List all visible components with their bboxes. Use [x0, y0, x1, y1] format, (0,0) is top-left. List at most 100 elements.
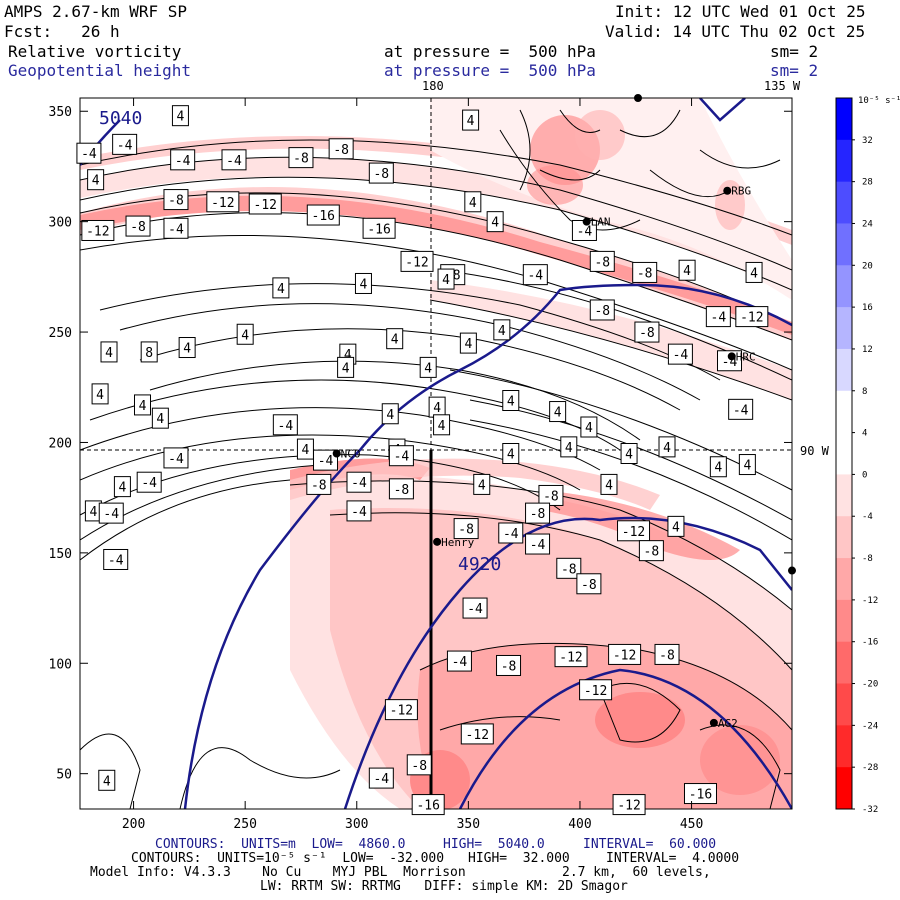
- station: RBG: [723, 185, 751, 198]
- contour-label-box: [163, 217, 189, 239]
- contour-label-box: [76, 142, 102, 164]
- station: [788, 566, 796, 575]
- contour-label-text: -4: [673, 348, 689, 363]
- x-tick-label: 350: [457, 817, 480, 832]
- contour-label-text: -12: [617, 799, 640, 814]
- contour-label-text: -8: [333, 143, 349, 158]
- contour-label-text: -4: [108, 553, 124, 568]
- contour-label-text: -4: [373, 772, 389, 787]
- colorbar-swatch: [836, 725, 852, 768]
- contour-label-text: 4: [344, 348, 352, 363]
- colorbar-tick-label: 20: [862, 261, 873, 271]
- contour-label-box: [178, 337, 196, 359]
- contour-label: 4: [745, 261, 763, 283]
- colorbar-swatch: [836, 181, 852, 224]
- contour-label-text: -4: [530, 538, 546, 553]
- contour-label-text: -8: [458, 523, 474, 538]
- contour-label-box: [140, 341, 158, 363]
- contour-label-text: 4: [139, 399, 147, 414]
- contour-label-text: -8: [637, 266, 653, 281]
- contour-label-text: 4: [96, 388, 104, 403]
- colorbar-swatch: [836, 558, 852, 601]
- contour-label-box: [459, 332, 477, 354]
- colorbar-swatch: [836, 98, 852, 141]
- contour-label: -4: [103, 548, 129, 570]
- contour-label-text: 4: [424, 361, 432, 376]
- contour-label-text: -12: [211, 196, 234, 211]
- y-tick-label: 250: [49, 326, 72, 341]
- contour-label-box: [705, 306, 731, 328]
- contour-label-box: [525, 502, 551, 524]
- contour-label: -4: [346, 500, 372, 522]
- contour-label-box: [560, 436, 578, 458]
- contour-label-box: [100, 341, 118, 363]
- colorbar-swatch: [836, 683, 852, 726]
- station-name: LAN: [591, 216, 611, 229]
- contour-label-text: 4: [342, 361, 350, 376]
- contour-label-box: [170, 149, 196, 171]
- station-dot: [788, 566, 796, 575]
- contour-label-text: 8: [145, 346, 153, 361]
- contour-label-text: 4: [585, 421, 593, 436]
- contour-label: -12: [735, 306, 769, 328]
- contour-label: -8: [288, 147, 314, 169]
- contour-label-text: -12: [559, 651, 582, 666]
- contour-label-text: 4: [498, 324, 506, 339]
- contour-label-box: [306, 204, 340, 226]
- contour-label-box: [151, 407, 169, 429]
- contour-label: 4: [473, 473, 491, 495]
- contour-label: 4: [580, 416, 598, 438]
- contour-label: 4: [437, 268, 455, 290]
- x-tick-label: 200: [122, 817, 145, 832]
- contour-label: -4: [667, 343, 693, 365]
- contour-label: -8: [654, 643, 680, 665]
- lat-label-90w: 90 W: [800, 444, 830, 458]
- contour-label-text: 4: [714, 461, 722, 476]
- colorbar-swatch: [836, 599, 852, 643]
- contour-label-text: -8: [394, 483, 410, 498]
- station-dot: [709, 718, 718, 727]
- contour-label: 4: [337, 356, 355, 378]
- model-title: AMPS 2.67-km WRF SP: [4, 2, 188, 21]
- vorticity-cell: [527, 165, 583, 205]
- contour-label-text: -4: [226, 154, 242, 169]
- colorbar-tick-label: -20: [862, 680, 878, 690]
- contour-label-box: [98, 502, 124, 524]
- contour-label-text: -8: [130, 220, 146, 235]
- vorticity-cell: [595, 692, 685, 748]
- contour-label: 4: [419, 356, 437, 378]
- colorbar-swatch: [836, 432, 852, 475]
- height-label-4920: 4920: [458, 554, 501, 575]
- contour-label-text: -8: [561, 562, 577, 577]
- contour-label-text: 4: [103, 774, 111, 789]
- contour-label: -4: [163, 217, 189, 239]
- contour-label-box: [112, 133, 138, 155]
- station-dot: [727, 352, 736, 361]
- contour-label-text: -4: [103, 507, 119, 522]
- contour-label-text: 4: [743, 459, 751, 474]
- contour-label-box: [437, 268, 455, 290]
- contour-label: -4: [525, 533, 551, 555]
- colorbar-tick-label: 8: [862, 387, 867, 397]
- contour-label: 4: [459, 332, 477, 354]
- contour-label-box: [136, 471, 162, 493]
- contour-label-text: -12: [86, 224, 109, 239]
- contour-label: 4: [600, 473, 618, 495]
- field2-smoothing: sm= 2: [770, 61, 819, 80]
- contour-label: -4: [136, 471, 162, 493]
- contour-label: -8: [453, 518, 479, 540]
- contour-label: -4: [346, 471, 372, 493]
- lon-label-135w: 135 W: [764, 79, 801, 93]
- contour-label: 4: [151, 407, 169, 429]
- contour-label: 4: [433, 414, 451, 436]
- contour-label-text: -8: [659, 648, 675, 663]
- contour-label: 4: [354, 272, 372, 294]
- contour-label: -4: [498, 522, 524, 544]
- contour-label: 4: [549, 401, 567, 423]
- vorticity-band: [80, 195, 792, 335]
- contour-label-text: -4: [527, 269, 543, 284]
- footer-vort-interval: INTERVAL= 4.0000: [606, 851, 740, 866]
- y-tick-label: 150: [49, 547, 72, 562]
- contour-label-box: [296, 438, 314, 460]
- contour-label-text: -12: [254, 198, 277, 213]
